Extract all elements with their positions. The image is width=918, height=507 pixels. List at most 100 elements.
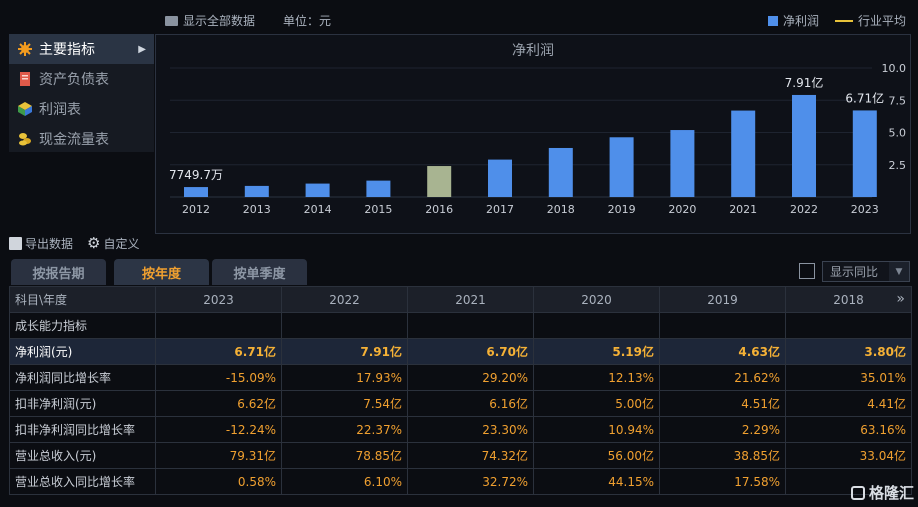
legend-line-label: 行业平均 <box>858 14 907 28</box>
indicator-table: 科目\年度 2023 2022 2021 2020 2019 2018 » 成长… <box>9 286 912 495</box>
row-value: -12.24% <box>155 416 282 443</box>
export-data-button[interactable]: 导出数据 <box>9 235 73 252</box>
x-tick-label: 2019 <box>608 203 636 216</box>
bar-2013[interactable] <box>244 185 269 197</box>
row-value: 56.00亿 <box>533 442 660 469</box>
row-value: 33.04亿 <box>785 442 912 469</box>
row-value: 6.10% <box>281 468 408 495</box>
tab-by-report-period[interactable]: 按报告期 <box>11 259 106 285</box>
data-label: 7.91亿 <box>785 75 824 90</box>
y-tick-label: 7.5 <box>889 94 907 107</box>
logo-icon <box>850 485 865 500</box>
row-value <box>155 312 282 339</box>
x-tick-label: 2012 <box>182 203 210 216</box>
table-row[interactable]: 净利润(元) 6.71亿 7.91亿 6.70亿 5.19亿 4.63亿 3.80亿 <box>9 338 912 365</box>
bar-2017[interactable] <box>488 159 512 197</box>
y-tick-label: 10.0 <box>882 62 907 75</box>
net-profit-chart: 净利润 10.0 7.5 5.0 2.5 2012 7749.7万 2013 2014 2015… <box>155 34 911 234</box>
legend-line-swatch <box>835 19 854 22</box>
table-row[interactable]: 净利润同比增长率 -15.09% 17.93% 29.20% 12.13% 21.62% 3… <box>9 364 912 391</box>
menu-item-main-indicators[interactable]: 主要指标 ▶ <box>9 34 154 64</box>
cube-icon <box>17 101 33 117</box>
row-value <box>659 312 786 339</box>
y-tick-label: 2.5 <box>889 159 907 172</box>
table-header-row: 科目\年度 2023 2022 2021 2020 2019 2018 » <box>9 286 912 313</box>
export-label: 导出数据 <box>25 237 74 251</box>
table-row[interactable]: 营业总收入同比增长率 0.58% 6.10% 32.72% 44.15% 17.58% <box>9 468 912 495</box>
year-header: 2019 <box>659 286 786 313</box>
row-value: 17.93% <box>281 364 408 391</box>
show-all-data-toggle[interactable]: 显示全部数据 <box>165 12 255 29</box>
table-row[interactable]: 扣非净利润(元) 6.62亿 7.54亿 6.16亿 5.00亿 4.51亿 4.41亿 <box>9 390 912 417</box>
show-all-label: 显示全部数据 <box>183 14 256 28</box>
top-toolbar: 显示全部数据 单位：元 净利润 行业平均 <box>0 0 918 36</box>
year-header: 2021 <box>407 286 534 313</box>
arrow-right-icon: ▶ <box>138 43 146 55</box>
tab-by-year[interactable]: 按年度 <box>114 259 209 285</box>
bar-2021[interactable] <box>731 110 756 197</box>
row-value: 29.20% <box>407 364 534 391</box>
row-value: 7.54亿 <box>281 390 408 417</box>
menu-item-income-statement[interactable]: 利润表 <box>9 94 154 124</box>
row-value: 4.63亿 <box>659 338 786 365</box>
chart-plot: 10.0 7.5 5.0 2.5 2012 7749.7万 2013 2014 2015 2016… <box>169 62 907 216</box>
row-value: 6.70亿 <box>407 338 534 365</box>
year-header-label: 2018 <box>833 292 864 307</box>
bar-2012[interactable] <box>184 187 208 197</box>
customize-label: 自定义 <box>103 237 140 251</box>
row-value: 12.13% <box>533 364 660 391</box>
row-value: 5.00亿 <box>533 390 660 417</box>
row-value: 32.72% <box>407 468 534 495</box>
menu-item-balance-sheet[interactable]: 资产负债表 <box>9 64 154 94</box>
x-tick-label: 2023 <box>851 203 879 216</box>
menu-item-label: 资产负债表 <box>39 72 109 88</box>
star-icon <box>17 41 33 57</box>
bar-2019[interactable] <box>609 137 634 197</box>
row-value: 63.16% <box>785 416 912 443</box>
compare-checkbox[interactable] <box>799 263 815 279</box>
row-value: 6.71亿 <box>155 338 282 365</box>
legend-bar-label: 净利润 <box>783 14 820 28</box>
year-header: 2023 <box>155 286 282 313</box>
row-value <box>785 468 912 495</box>
bar-2022[interactable] <box>792 94 816 197</box>
table-row[interactable]: 扣非净利润同比增长率 -12.24% 22.37% 23.30% 10.94% 2.29%… <box>9 416 912 443</box>
row-value <box>785 312 912 339</box>
row-label: 净利润(元) <box>9 338 156 365</box>
row-value: 6.16亿 <box>407 390 534 417</box>
row-value: 5.19亿 <box>533 338 660 365</box>
row-value: 7.91亿 <box>281 338 408 365</box>
bar-2014[interactable] <box>305 183 330 197</box>
row-value: 35.01% <box>785 364 912 391</box>
row-value: 17.58% <box>659 468 786 495</box>
bar-2018[interactable] <box>548 147 573 197</box>
bar-2016[interactable] <box>427 166 452 197</box>
row-value: 44.15% <box>533 468 660 495</box>
double-chevron-right-icon[interactable]: » <box>896 291 905 307</box>
table-row[interactable]: 营业总收入(元) 79.31亿 78.85亿 74.32亿 56.00亿 38.85亿 33… <box>9 442 912 469</box>
row-value: 2.29% <box>659 416 786 443</box>
row-value: 3.80亿 <box>785 338 912 365</box>
x-tick-label: 2015 <box>364 203 392 216</box>
row-value: 23.30% <box>407 416 534 443</box>
row-label: 扣非净利润(元) <box>9 390 156 417</box>
table-header-label: 科目\年度 <box>9 286 156 313</box>
menu-item-label: 现金流量表 <box>39 132 109 148</box>
bar-2015[interactable] <box>366 180 391 197</box>
menu-item-cash-flow[interactable]: 现金流量表 <box>9 124 154 154</box>
compare-select[interactable]: 显示同比 ▼ <box>822 261 910 282</box>
data-label: 6.71亿 <box>845 90 884 105</box>
menu-item-label: 利润表 <box>39 102 81 118</box>
row-value: 38.85亿 <box>659 442 786 469</box>
x-tick-label: 2017 <box>486 203 514 216</box>
legend-bar-swatch <box>768 15 778 26</box>
coins-icon <box>17 131 33 147</box>
row-value: 79.31亿 <box>155 442 282 469</box>
row-label: 扣非净利润同比增长率 <box>9 416 156 443</box>
table-row[interactable]: 成长能力指标 <box>9 312 912 339</box>
bar-2023[interactable] <box>852 110 877 197</box>
customize-button[interactable]: ⚙ 自定义 <box>87 235 139 252</box>
bar-2020[interactable] <box>670 130 695 197</box>
row-value: 78.85亿 <box>281 442 408 469</box>
tab-by-quarter[interactable]: 按单季度 <box>212 259 307 285</box>
